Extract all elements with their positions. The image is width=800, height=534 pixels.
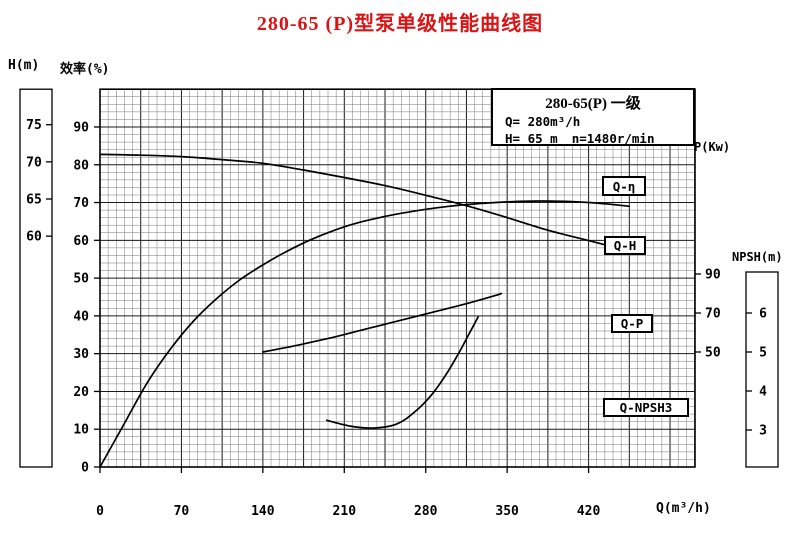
flow-axis-label: Q(m³/h) bbox=[656, 501, 711, 516]
svg-text:4: 4 bbox=[759, 385, 767, 400]
svg-text:30: 30 bbox=[73, 347, 89, 362]
svg-text:210: 210 bbox=[333, 504, 357, 519]
curve-label-q-eta: Q-η bbox=[602, 176, 646, 196]
curve-Q-η bbox=[99, 200, 631, 468]
pump-model: 280-65(P) 一级 bbox=[545, 96, 641, 112]
efficiency-axis-label: 效率(%) bbox=[60, 62, 110, 77]
svg-text:60: 60 bbox=[73, 234, 89, 249]
svg-text:80: 80 bbox=[73, 158, 89, 173]
head-scale-column bbox=[19, 88, 53, 468]
svg-text:70: 70 bbox=[73, 196, 89, 211]
svg-text:65: 65 bbox=[26, 193, 42, 208]
svg-text:140: 140 bbox=[251, 504, 275, 519]
svg-text:50: 50 bbox=[73, 272, 89, 287]
npsh-axis-label: NPSH(m) bbox=[732, 250, 783, 264]
pump-rated-head: H= 65 m bbox=[505, 131, 558, 146]
svg-text:90: 90 bbox=[705, 268, 721, 283]
svg-text:60: 60 bbox=[26, 230, 42, 245]
pump-rated-flow: Q= 280m³/h bbox=[505, 114, 581, 129]
curve-Q-NPSH3 bbox=[325, 316, 479, 430]
efficiency-ticks: 90 80 70 60 50 40 30 20 10 0 bbox=[73, 120, 100, 476]
flow-ticks: 0 70 140 210 280 350 420 bbox=[96, 467, 600, 519]
pump-rated-head-speed: H= 65 m n=1480r/min bbox=[493, 130, 693, 147]
svg-text:90: 90 bbox=[73, 120, 89, 135]
head-ticks: 75 70 65 60 bbox=[26, 118, 52, 245]
page-title: 280-65 (P)型泵单级性能曲线图 bbox=[256, 13, 544, 35]
svg-text:6: 6 bbox=[759, 307, 767, 322]
svg-text:75: 75 bbox=[26, 118, 42, 133]
svg-text:50: 50 bbox=[705, 346, 721, 361]
svg-text:70: 70 bbox=[174, 504, 190, 519]
svg-text:350: 350 bbox=[495, 504, 519, 519]
svg-text:0: 0 bbox=[96, 504, 104, 519]
svg-text:70: 70 bbox=[26, 155, 42, 170]
svg-text:10: 10 bbox=[73, 423, 89, 438]
curve-label-q-p: Q-P bbox=[611, 314, 653, 333]
svg-text:280: 280 bbox=[414, 504, 438, 519]
curve-label-q-h: Q-H bbox=[604, 236, 646, 255]
svg-text:0: 0 bbox=[81, 461, 89, 476]
pump-spec-box: 280-65(P) 一级 Q= 280m³/h H= 65 m n=1480r/m… bbox=[491, 88, 695, 146]
power-axis-label: P(Kw) bbox=[694, 140, 731, 154]
curve-Q-P bbox=[262, 292, 503, 353]
svg-text:40: 40 bbox=[73, 309, 89, 324]
npsh-scale-column bbox=[745, 271, 779, 468]
power-ticks: 90 70 50 bbox=[695, 268, 721, 361]
svg-text:20: 20 bbox=[73, 385, 89, 400]
svg-text:3: 3 bbox=[759, 424, 767, 439]
svg-text:420: 420 bbox=[577, 504, 601, 519]
svg-text:5: 5 bbox=[759, 346, 767, 361]
npsh-ticks: 6 5 4 3 bbox=[746, 307, 767, 439]
pump-rated-speed: n=1480r/min bbox=[571, 131, 655, 146]
svg-text:70: 70 bbox=[705, 307, 721, 322]
head-axis-label: H(m) bbox=[8, 58, 40, 73]
curve-Q-H bbox=[99, 153, 613, 248]
curve-label-q-npsh3: Q-NPSH3 bbox=[603, 398, 689, 417]
